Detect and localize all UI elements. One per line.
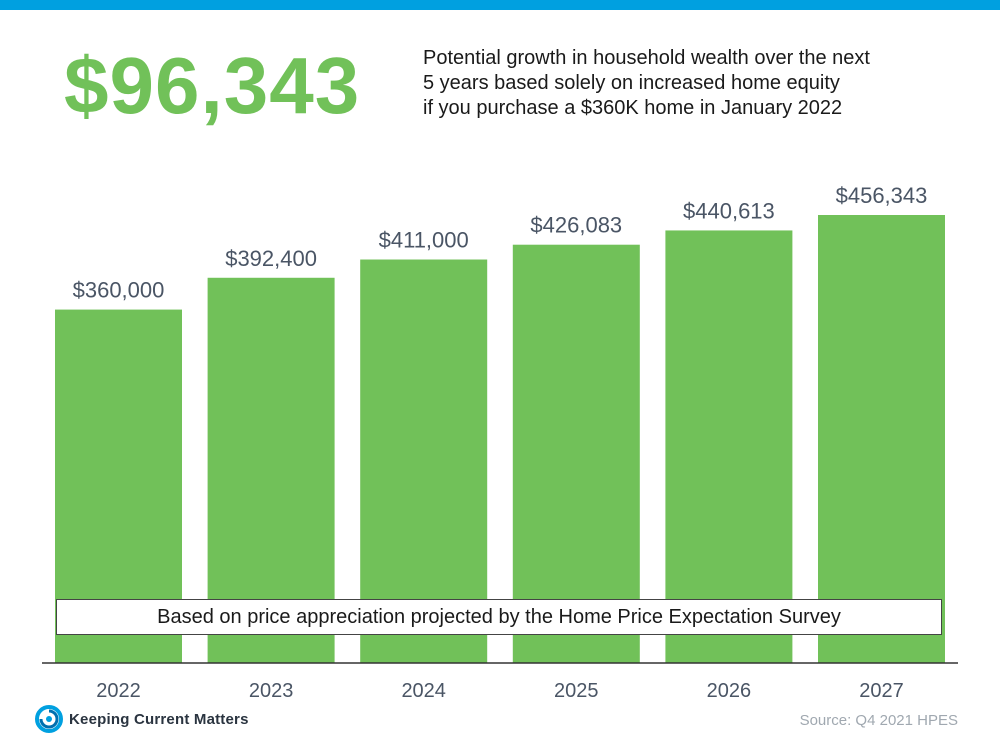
- data-label: $411,000: [379, 228, 469, 253]
- bar-2025: [512, 244, 640, 663]
- x-tick-label: 2023: [249, 680, 294, 702]
- subtitle-line: 5 years based solely on increased home e…: [423, 72, 840, 94]
- x-tick-label: 2027: [859, 680, 904, 702]
- data-label: $426,083: [530, 213, 622, 238]
- subtitle-line: Potential growth in household wealth ove…: [423, 47, 870, 69]
- bar-2023: [207, 277, 335, 663]
- subtitle: Potential growth in household wealth ove…: [423, 46, 963, 121]
- x-tick-label: 2022: [96, 680, 141, 702]
- data-label: $360,000: [73, 278, 165, 303]
- note-box: Based on price appreciation projected by…: [56, 599, 942, 635]
- subtitle-line: if you purchase a $360K home in January …: [423, 97, 843, 119]
- logo: Keeping Current Matters: [35, 704, 249, 734]
- logo-text: Keeping Current Matters: [69, 710, 249, 728]
- data-label: $456,343: [836, 183, 928, 208]
- data-label: $440,613: [683, 198, 775, 223]
- bar-2024: [360, 259, 488, 663]
- note-text: Based on price appreciation projected by…: [157, 605, 841, 628]
- x-tick-label: 2026: [707, 680, 752, 702]
- data-label: $392,400: [225, 246, 317, 271]
- top-accent-bar: [0, 0, 1000, 10]
- x-tick-label: 2025: [554, 680, 599, 702]
- bar-2026: [665, 230, 793, 663]
- x-tick-label: 2024: [401, 680, 446, 702]
- kcm-swirl-icon: [35, 705, 63, 733]
- headline-amount: $96,343: [64, 41, 361, 130]
- bar-2027: [818, 215, 945, 663]
- source-note: Source: Q4 2021 HPES: [799, 712, 958, 729]
